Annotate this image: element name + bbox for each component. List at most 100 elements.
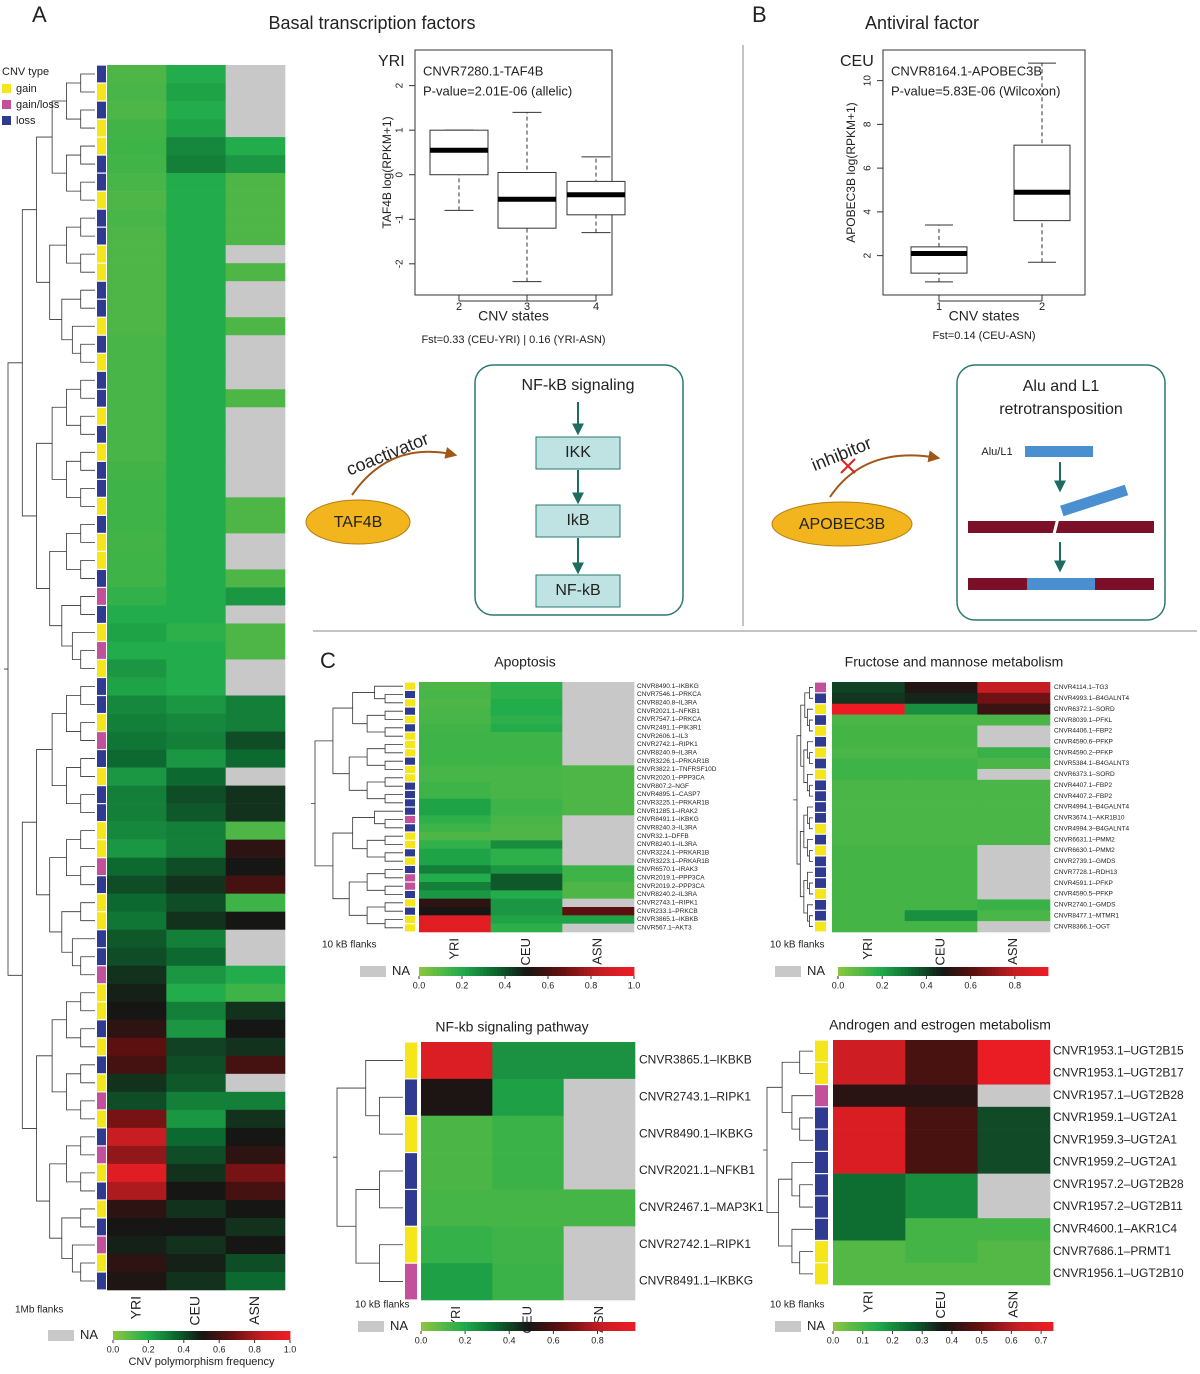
colorbar-step [921, 1322, 926, 1331]
na-swatch [775, 1321, 801, 1332]
heatmap-cell [904, 790, 978, 802]
row-label: CNVR4591.1–PFKP [1054, 880, 1113, 887]
heatmap-cell [166, 227, 226, 246]
heatmap-cell [977, 899, 1051, 911]
heatmap-cell [977, 845, 1051, 857]
heatmap-cell [563, 1042, 636, 1080]
heatmap-cell [166, 461, 226, 480]
cnv-type-cell [405, 782, 415, 790]
box-subtitle: P-value=2.01E-06 (allelic) [423, 83, 572, 98]
cnv-type-cell [97, 137, 106, 155]
heatmap-cell [490, 873, 563, 883]
heatmap-cell [225, 893, 286, 912]
heatmap-cell [107, 605, 167, 624]
heatmap-cell [977, 1218, 1051, 1241]
cnv-type-cell [815, 1218, 828, 1240]
colorbar-step [587, 967, 592, 976]
colorbar-step [545, 1322, 550, 1331]
column-label: YRI [446, 938, 461, 960]
heatmap-cell [107, 713, 167, 732]
heatmap-cell [166, 119, 226, 138]
x-tick-label: 1 [936, 301, 942, 313]
cnv-type-cell [405, 857, 415, 865]
colorbar-step [838, 967, 842, 976]
heatmap-cell [166, 497, 226, 516]
heatmap-cell [166, 1127, 226, 1147]
cnv-type-cell [97, 407, 106, 425]
heatmap-cell [166, 1109, 226, 1129]
colorbar-step [421, 1322, 425, 1331]
heatmap-cell [166, 767, 226, 786]
colorbar-step [476, 967, 481, 976]
flanks-label: 10 kB flanks [355, 1300, 409, 1311]
heatmap-cell [225, 65, 286, 84]
colorbar-step [512, 967, 517, 976]
colorbar-step [583, 967, 588, 976]
colorbar-step [588, 1322, 593, 1331]
heatmap-cell [563, 1189, 636, 1227]
column-label: YRI [127, 1296, 143, 1319]
heatmap-cell [492, 1042, 564, 1080]
heatmap-cell [107, 1235, 167, 1255]
colorbar-step [627, 1322, 632, 1331]
element [1025, 446, 1093, 457]
heatmap-cell [225, 443, 286, 462]
colorbar-step [1034, 1322, 1039, 1331]
heatmap-cell [107, 173, 167, 192]
colorbar-step [1037, 967, 1042, 976]
colorbar-step [506, 1322, 511, 1331]
row-label: CNVR8477.1–MTMR1 [1054, 912, 1119, 919]
heatmap-cell [419, 690, 491, 699]
colorbar-step [219, 1331, 223, 1340]
na-swatch [775, 966, 801, 977]
heatmap-cell [225, 1073, 286, 1093]
colorbar-tick-label: 0.2 [886, 1335, 899, 1345]
heatmap-cell [225, 515, 286, 534]
cnv-type-cell [97, 1146, 106, 1164]
colorbar-step [487, 967, 492, 976]
heatmap-cell [107, 749, 167, 768]
colorbar-tick-label: 0.8 [585, 980, 598, 990]
heatmap-cell [225, 569, 286, 588]
heatmap-cell [419, 765, 491, 774]
cnv-type-cell [405, 849, 415, 857]
heatmap-cell [977, 1129, 1051, 1152]
heatmap-cell [904, 910, 978, 922]
colorbar-step [904, 967, 909, 976]
heatmap-cell [419, 732, 491, 741]
colorbar-step [602, 1322, 607, 1331]
x-axis-label: CNV states [478, 308, 549, 324]
heatmap-cell [166, 1271, 226, 1291]
cnv-type-cell [815, 1062, 828, 1084]
panel-letter: B [752, 2, 767, 27]
heatmap-cell [225, 839, 286, 858]
colorbar-step [260, 1331, 264, 1340]
colorbar-step [549, 1322, 554, 1331]
heatmap-cell [490, 898, 563, 908]
row-label: CNVR807.2–NGF [637, 783, 689, 790]
colorbar-step [1023, 967, 1028, 976]
heatmap-cell [225, 173, 286, 192]
heatmap-cell [904, 682, 978, 694]
column-label: CEU [932, 938, 947, 965]
heatmap-cell [225, 983, 286, 1003]
heatmap-cell [166, 245, 226, 264]
cnv-type-cell [815, 878, 826, 888]
row-label: CNVR2019.1–PPP3CA [637, 875, 705, 882]
heatmap-cell [977, 768, 1051, 781]
cnv-type-cell [97, 1002, 106, 1020]
heatmap-cell [904, 855, 978, 868]
heatmap-cell [562, 832, 635, 841]
heatmap-cell [832, 877, 905, 889]
heatmap-cell [166, 695, 226, 714]
heatmap-cell [107, 839, 167, 858]
heatmap-cell [107, 389, 167, 408]
heatmap-cell [107, 65, 167, 84]
colorbar-tick-label: 0.6 [213, 1344, 226, 1354]
colorbar-step [201, 1331, 205, 1340]
heatmap-cell [107, 1271, 167, 1291]
heatmap-cell [563, 1263, 636, 1301]
cnv-type-cell [97, 912, 106, 930]
colorbar-step [281, 1331, 285, 1340]
heatmap-cell [492, 1263, 564, 1301]
